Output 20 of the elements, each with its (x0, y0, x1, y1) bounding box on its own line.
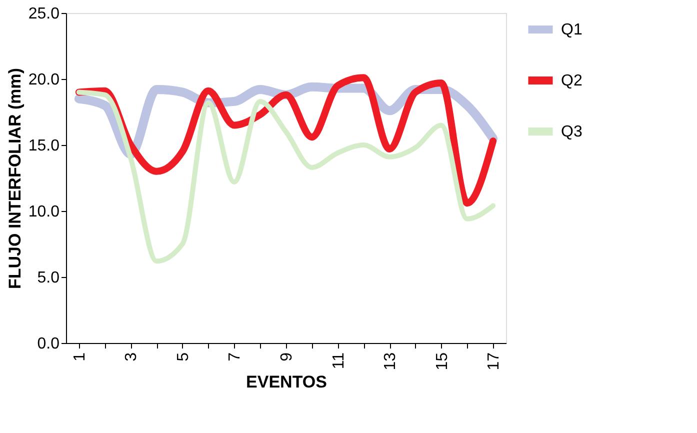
x-tick-label: 5 (174, 352, 192, 362)
x-tick-label: 13 (382, 352, 400, 370)
x-tick-label: 1 (71, 352, 88, 362)
x-tick-label: 7 (226, 352, 244, 362)
y-tick-label: 10.0 (28, 204, 60, 220)
legend-label: Q3 (561, 124, 582, 140)
legend-label: Q1 (561, 22, 582, 38)
y-tick-label: 20.0 (28, 72, 60, 88)
y-tick-label: 5.0 (37, 270, 60, 286)
legend-label: Q2 (561, 72, 582, 90)
x-tick-label: 3 (123, 352, 140, 362)
x-tick-label: 17 (486, 352, 503, 370)
y-tick-label: 15.0 (28, 138, 60, 154)
y-axis-title: FLUJO INTERFOLIAR (mm) (5, 68, 24, 289)
y-tick-label: 0.0 (37, 336, 60, 352)
x-tick-label: 11 (330, 352, 348, 370)
y-tick-label: 25.0 (28, 6, 60, 22)
x-axis-title: EVENTOS (246, 372, 327, 392)
x-tick-label: 9 (278, 352, 296, 362)
x-tick-label: 15 (434, 352, 451, 370)
